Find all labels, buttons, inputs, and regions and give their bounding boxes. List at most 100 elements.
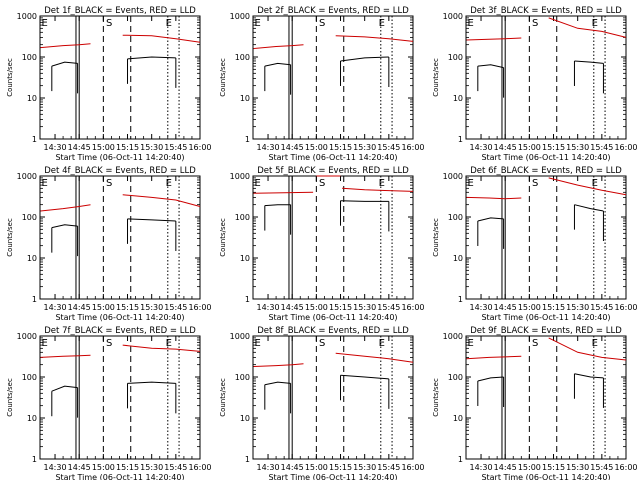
y-tick-label: 100 [235, 213, 250, 222]
chart-title: Det 4f_BLACK = Events, RED = LLD [44, 166, 196, 176]
events-series-line [127, 218, 176, 222]
y-tick-label: 1 [32, 455, 37, 464]
lld-series-line [122, 34, 201, 43]
y-axis-label: Counts/sec [6, 58, 14, 97]
event-marker-letter: E [255, 338, 261, 349]
x-tick-label: 16:00 [401, 303, 424, 312]
y-axis-label: Counts/sec [219, 378, 227, 417]
events-series-line [264, 62, 291, 67]
event-marker-letter: E [379, 178, 385, 189]
event-marker-letter: S [319, 178, 325, 189]
y-tick-label: 100 [235, 53, 250, 62]
x-tick-label: 15:15 [116, 463, 139, 472]
plot-frame [39, 335, 201, 460]
y-axis-label: Counts/sec [219, 58, 227, 97]
events-series-line [340, 374, 389, 380]
x-tick-label: 15:45 [164, 463, 187, 472]
events-series-line [340, 56, 389, 62]
lld-series-line [548, 177, 627, 196]
event-marker-letter: E [468, 178, 474, 189]
y-axis-label: Counts/sec [432, 58, 440, 97]
x-tick-label: 16:00 [188, 303, 211, 312]
event-marker-letter: E [592, 18, 598, 29]
y-axis-label: Counts/sec [219, 218, 227, 257]
x-tick-label: 15:30 [140, 463, 163, 472]
y-tick-label: 100 [448, 373, 463, 382]
x-tick-label: 15:15 [542, 463, 565, 472]
x-axis-label: Start Time (06-Oct-11 14:20:40) [481, 473, 610, 480]
y-axis-label: Counts/sec [432, 378, 440, 417]
event-marker-letter: E [42, 178, 48, 189]
chart-title: Det 9f_BLACK = Events, RED = LLD [470, 326, 622, 336]
x-axis-label: Start Time (06-Oct-11 14:20:40) [55, 153, 184, 162]
event-marker-letter: E [468, 338, 474, 349]
y-tick-label: 1 [245, 455, 250, 464]
x-tick-label: 15:15 [542, 143, 565, 152]
x-tick-label: 14:45 [281, 463, 304, 472]
y-tick-label: 100 [22, 53, 37, 62]
lld-series-line [466, 37, 522, 41]
event-marker-letter: S [532, 338, 538, 349]
x-tick-label: 15:15 [329, 303, 352, 312]
plot-frame [465, 15, 627, 140]
events-series-line [477, 217, 504, 222]
y-tick-label: 1 [245, 295, 250, 304]
plot-frame [252, 15, 414, 140]
x-tick-label: 14:30 [470, 143, 493, 152]
x-tick-label: 16:00 [188, 143, 211, 152]
event-marker-letter: S [532, 18, 538, 29]
y-tick-label: 100 [22, 373, 37, 382]
x-tick-label: 14:30 [470, 303, 493, 312]
lld-series-line [122, 344, 201, 352]
events-series-line [127, 56, 176, 60]
events-series-line [340, 200, 389, 202]
y-tick-label: 10 [453, 254, 463, 263]
x-tick-label: 15:00 [518, 303, 541, 312]
x-tick-label: 14:45 [281, 143, 304, 152]
chart-title: Det 6f_BLACK = Events, RED = LLD [470, 166, 622, 176]
x-tick-label: 15:45 [377, 143, 400, 152]
x-tick-label: 14:30 [257, 303, 280, 312]
lld-series-line [335, 35, 414, 42]
plot-frame [39, 175, 201, 300]
event-marker-letter: S [532, 178, 538, 189]
x-tick-label: 15:15 [542, 303, 565, 312]
y-tick-label: 1000 [443, 332, 463, 341]
x-tick-label: 15:00 [305, 303, 328, 312]
x-tick-label: 14:45 [68, 303, 91, 312]
plot-frame [252, 335, 414, 460]
lld-series-line [40, 43, 91, 49]
plot-frame [39, 15, 201, 140]
y-tick-label: 1000 [230, 12, 250, 21]
event-marker-letter: E [592, 338, 598, 349]
x-axis-label: Start Time (06-Oct-11 14:20:40) [481, 313, 610, 322]
y-tick-label: 1 [32, 135, 37, 144]
y-tick-label: 1000 [230, 332, 250, 341]
events-series-line [264, 381, 291, 386]
event-marker-letter: E [255, 178, 261, 189]
x-tick-label: 15:30 [353, 303, 376, 312]
x-tick-label: 16:00 [401, 463, 424, 472]
events-series-line [574, 373, 604, 379]
x-tick-label: 15:15 [116, 303, 139, 312]
events-series-line [264, 204, 291, 207]
x-tick-label: 15:30 [140, 143, 163, 152]
y-tick-label: 10 [27, 254, 37, 263]
x-tick-label: 14:30 [44, 143, 67, 152]
y-tick-label: 10 [27, 414, 37, 423]
lld-series-line [122, 194, 201, 207]
y-tick-label: 10 [453, 94, 463, 103]
event-marker-letter: E [166, 178, 172, 189]
y-tick-label: 1000 [17, 12, 37, 21]
y-tick-label: 1000 [230, 172, 250, 181]
x-tick-label: 15:45 [590, 303, 613, 312]
x-tick-label: 14:45 [494, 143, 517, 152]
plot-frame [252, 175, 414, 300]
y-tick-label: 10 [240, 254, 250, 263]
events-series-line [51, 61, 78, 67]
events-series-line [127, 381, 176, 384]
x-tick-label: 15:30 [353, 463, 376, 472]
event-marker-letter: S [106, 338, 112, 349]
y-axis-label: Counts/sec [6, 218, 14, 257]
x-tick-label: 15:00 [305, 463, 328, 472]
